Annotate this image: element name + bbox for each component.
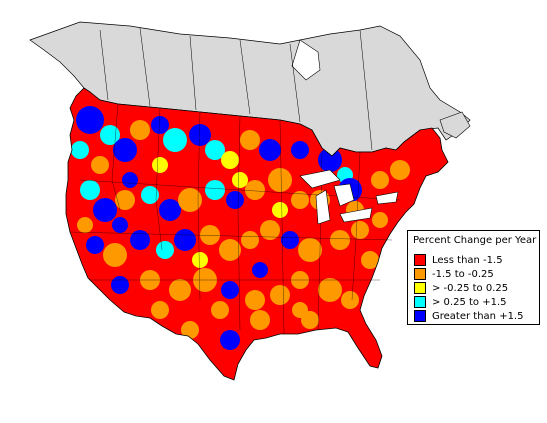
legend-title: Percent Change per Year [413, 235, 537, 246]
trend-patch [141, 186, 159, 204]
hudson-bay [291, 39, 321, 81]
trend-patch [272, 202, 288, 218]
trend-patch [130, 230, 150, 250]
trend-patch [113, 138, 137, 162]
trend-patch [270, 285, 290, 305]
legend-swatch [414, 254, 426, 266]
legend-item-minus-1-5-to-minus-0-25: -1.5 to -0.25 [414, 267, 494, 281]
trend-patch [112, 217, 128, 233]
trend-patch [156, 241, 174, 259]
trend-patch [291, 191, 309, 209]
trend-patch [318, 278, 342, 302]
trend-patch [159, 199, 181, 221]
legend-label: Greater than +1.5 [432, 310, 524, 322]
trend-patch [192, 252, 208, 268]
newfoundland [439, 111, 471, 139]
legend-item-0-25-to-plus-1-5: > 0.25 to +1.5 [414, 295, 507, 309]
trend-patch [330, 230, 350, 250]
trend-patch [252, 262, 268, 278]
trend-patch [189, 124, 211, 146]
trend-patch [341, 291, 359, 309]
legend-label: -1.5 to -0.25 [432, 268, 494, 280]
trend-patch [76, 106, 104, 134]
legend-item-less-than-minus-1-5: Less than -1.5 [414, 253, 503, 267]
trend-patch [361, 251, 379, 269]
trend-patch [372, 212, 388, 228]
trend-patch [174, 229, 196, 251]
legend-label: > -0.25 to 0.25 [432, 282, 509, 294]
trend-patch [390, 160, 410, 180]
trend-patch [221, 151, 239, 169]
legend-swatch [414, 282, 426, 294]
trend-patch [181, 321, 199, 339]
trend-patch [245, 180, 265, 200]
trend-patch [250, 310, 270, 330]
trend-patch [80, 180, 100, 200]
trend-patch [151, 301, 169, 319]
trend-patch [151, 116, 169, 134]
trend-patch [178, 188, 202, 212]
trend-patch [169, 279, 191, 301]
trend-patch [292, 302, 308, 318]
trend-patch [111, 276, 129, 294]
trend-patch [226, 191, 244, 209]
trend-patch [240, 130, 260, 150]
trend-patch [241, 231, 259, 249]
trend-patch [219, 239, 241, 261]
trend-patch [152, 157, 168, 173]
trend-patch [77, 217, 93, 233]
trend-patch [260, 220, 280, 240]
trend-patch [200, 225, 220, 245]
legend-label: > 0.25 to +1.5 [432, 296, 507, 308]
trend-patch [211, 301, 229, 319]
trend-patch [291, 141, 309, 159]
trend-patch [86, 236, 104, 254]
trend-patch [115, 190, 135, 210]
trend-patch [371, 171, 389, 189]
legend-swatch [414, 296, 426, 308]
province-borders [99, 27, 373, 151]
trend-patch [245, 290, 265, 310]
legend-item-minus-0-25-to-0-25: > -0.25 to 0.25 [414, 281, 508, 295]
legend-swatch [414, 310, 426, 322]
trend-patch [318, 148, 342, 172]
great-lakes [299, 169, 399, 225]
trend-patch [220, 330, 240, 350]
trend-patch [268, 168, 292, 192]
trend-patch [130, 120, 150, 140]
trend-patch [122, 172, 138, 188]
trend-patch [298, 238, 322, 262]
trend-patch [163, 128, 187, 152]
trend-patch [93, 198, 117, 222]
trend-patch [205, 180, 225, 200]
trend-patch [221, 281, 239, 299]
trend-patch [351, 221, 369, 239]
legend-item-greater-than-plus-1-5: Greater than +1.5 [414, 309, 523, 323]
trend-patch [281, 231, 299, 249]
trend-patch [71, 141, 89, 159]
legend-label: Less than -1.5 [432, 254, 503, 266]
trend-patch [259, 139, 281, 161]
trend-patch [205, 140, 225, 160]
trend-patch [91, 156, 109, 174]
trend-patch [103, 243, 127, 267]
map-legend: Percent Change per Year Less than -1.5 -… [407, 230, 540, 325]
legend-swatch [414, 268, 426, 280]
trend-patch [232, 172, 248, 188]
